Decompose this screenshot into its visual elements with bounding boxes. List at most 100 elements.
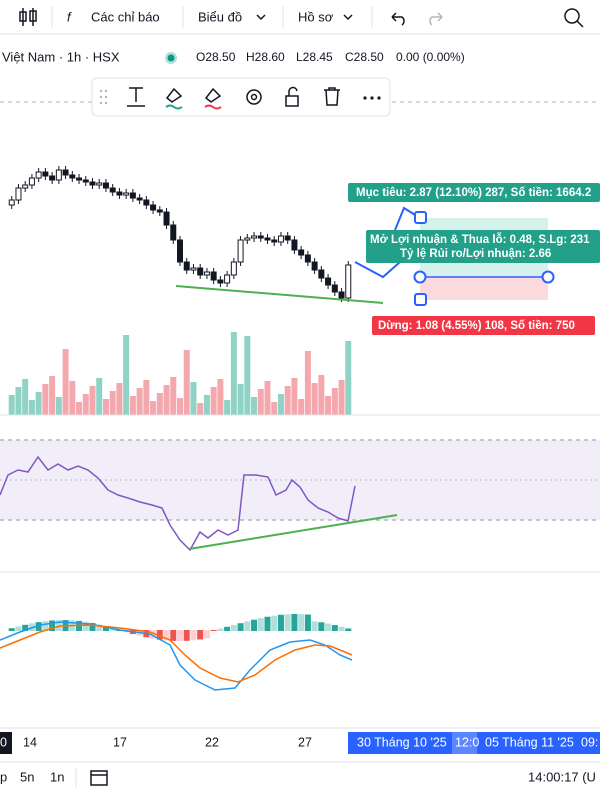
macd-bar xyxy=(331,625,338,631)
volume-bar xyxy=(318,375,325,415)
fx-icon[interactable]: f xyxy=(67,9,72,24)
pnl-label: Mở Lợi nhuận & Thua lỗ: 0.48, S.Lg: 231 xyxy=(370,233,590,246)
candle xyxy=(298,249,305,256)
ohlc-change: 0.00 (0.00%) xyxy=(396,50,465,64)
time-label: 17 xyxy=(113,735,127,749)
volume-bar xyxy=(217,379,224,415)
volume-bar xyxy=(311,383,318,415)
chart-menu[interactable]: Biểu đồ xyxy=(198,9,242,24)
macd-bar xyxy=(298,614,305,631)
macd-bar xyxy=(8,628,15,631)
handle[interactable] xyxy=(541,270,555,284)
candle xyxy=(224,274,231,284)
macd-bar xyxy=(237,623,244,631)
line-color-button[interactable] xyxy=(165,87,183,110)
snapshot-button[interactable] xyxy=(564,8,584,28)
more-button[interactable] xyxy=(363,96,381,100)
ohlc-close: C28.50 xyxy=(345,50,384,64)
macd-bar xyxy=(150,630,157,639)
candle xyxy=(116,191,123,196)
candle xyxy=(331,284,338,293)
volume-bar xyxy=(277,394,284,415)
candle xyxy=(230,261,237,276)
candle xyxy=(257,235,264,239)
range-button[interactable]: p xyxy=(0,769,7,784)
lock-button[interactable] xyxy=(285,86,299,107)
indicators-button[interactable]: Các chỉ báo xyxy=(91,9,160,24)
volume-bar xyxy=(298,399,305,415)
macd-bar xyxy=(318,622,325,631)
symbol-name: Việt Nam · 1h · HSX xyxy=(2,49,120,64)
volume-bar xyxy=(264,381,271,415)
macd-bar xyxy=(156,630,163,640)
undo-button[interactable] xyxy=(391,12,405,26)
macd-bar xyxy=(203,630,210,639)
macd-bar xyxy=(163,630,170,641)
handle[interactable] xyxy=(414,211,427,224)
range-button[interactable]: 5n xyxy=(20,769,34,784)
stop-label: Dừng: 1.08 (4.55%) 108, Số tiền: 750 xyxy=(378,320,575,332)
candle xyxy=(49,175,56,181)
volume-bar xyxy=(304,351,311,415)
macd-bar xyxy=(230,625,237,631)
profile-menu[interactable]: Hồ sơ xyxy=(298,9,334,24)
candle xyxy=(304,254,311,263)
drag-handle[interactable] xyxy=(99,89,108,105)
range-label: 12:0 xyxy=(455,735,479,749)
fill-color-button[interactable] xyxy=(204,87,222,110)
macd-pane xyxy=(8,614,352,641)
candle xyxy=(217,279,224,284)
delete-button[interactable] xyxy=(324,87,340,106)
candle xyxy=(28,177,35,186)
toolbar-bg xyxy=(0,0,600,34)
volume-bar xyxy=(291,378,298,415)
volume-bar xyxy=(338,380,345,415)
volume-bar xyxy=(325,396,332,415)
trend-line[interactable] xyxy=(175,285,384,304)
candle xyxy=(183,261,190,271)
candle xyxy=(102,182,109,189)
range-label: 09: xyxy=(581,735,598,749)
candle xyxy=(156,209,163,213)
candle-type-button[interactable] xyxy=(19,8,37,26)
ohlc-low: L28.45 xyxy=(296,50,333,64)
candle xyxy=(244,237,251,241)
candle xyxy=(277,235,284,243)
text-button[interactable] xyxy=(127,87,145,107)
stop-label-bg xyxy=(372,316,595,335)
range-label: 05 Tháng 11 '25 xyxy=(485,735,574,749)
range-gap xyxy=(452,732,477,754)
volume-bar xyxy=(82,394,89,415)
settings-button[interactable] xyxy=(246,89,262,105)
volume-bar xyxy=(102,399,109,415)
macd-bar xyxy=(210,630,217,632)
candle xyxy=(203,271,210,276)
candle xyxy=(129,192,136,199)
macd-bar xyxy=(264,616,271,631)
range-button[interactable]: 1n xyxy=(50,769,64,784)
macd-bar xyxy=(102,625,109,631)
macd-bar xyxy=(197,630,204,640)
candle xyxy=(237,239,244,263)
volume-bar xyxy=(257,389,264,415)
candle xyxy=(55,169,62,181)
candle xyxy=(96,182,103,186)
handle[interactable] xyxy=(413,270,427,284)
volume-bar xyxy=(197,403,204,415)
top-toolbar: f Các chỉ báo Biểu đồ Hồ sơ xyxy=(0,0,600,35)
goto-date-button[interactable] xyxy=(90,770,108,786)
redo-button[interactable] xyxy=(429,12,443,26)
volume-bar xyxy=(251,397,258,415)
long-position-tool[interactable]: Mục tiêu: 2.87 (12.10%) 287, Số tiền: 16… xyxy=(348,183,600,335)
volume-bar xyxy=(163,385,170,415)
volume-bar xyxy=(284,386,291,415)
rsi-trend-line[interactable] xyxy=(188,514,398,550)
macd-bar xyxy=(244,621,251,631)
handle[interactable] xyxy=(414,293,427,306)
macd-bar xyxy=(338,626,345,631)
candle xyxy=(197,267,204,276)
macd-bar xyxy=(42,621,49,631)
candle xyxy=(123,192,130,196)
macd-bar xyxy=(177,630,183,641)
